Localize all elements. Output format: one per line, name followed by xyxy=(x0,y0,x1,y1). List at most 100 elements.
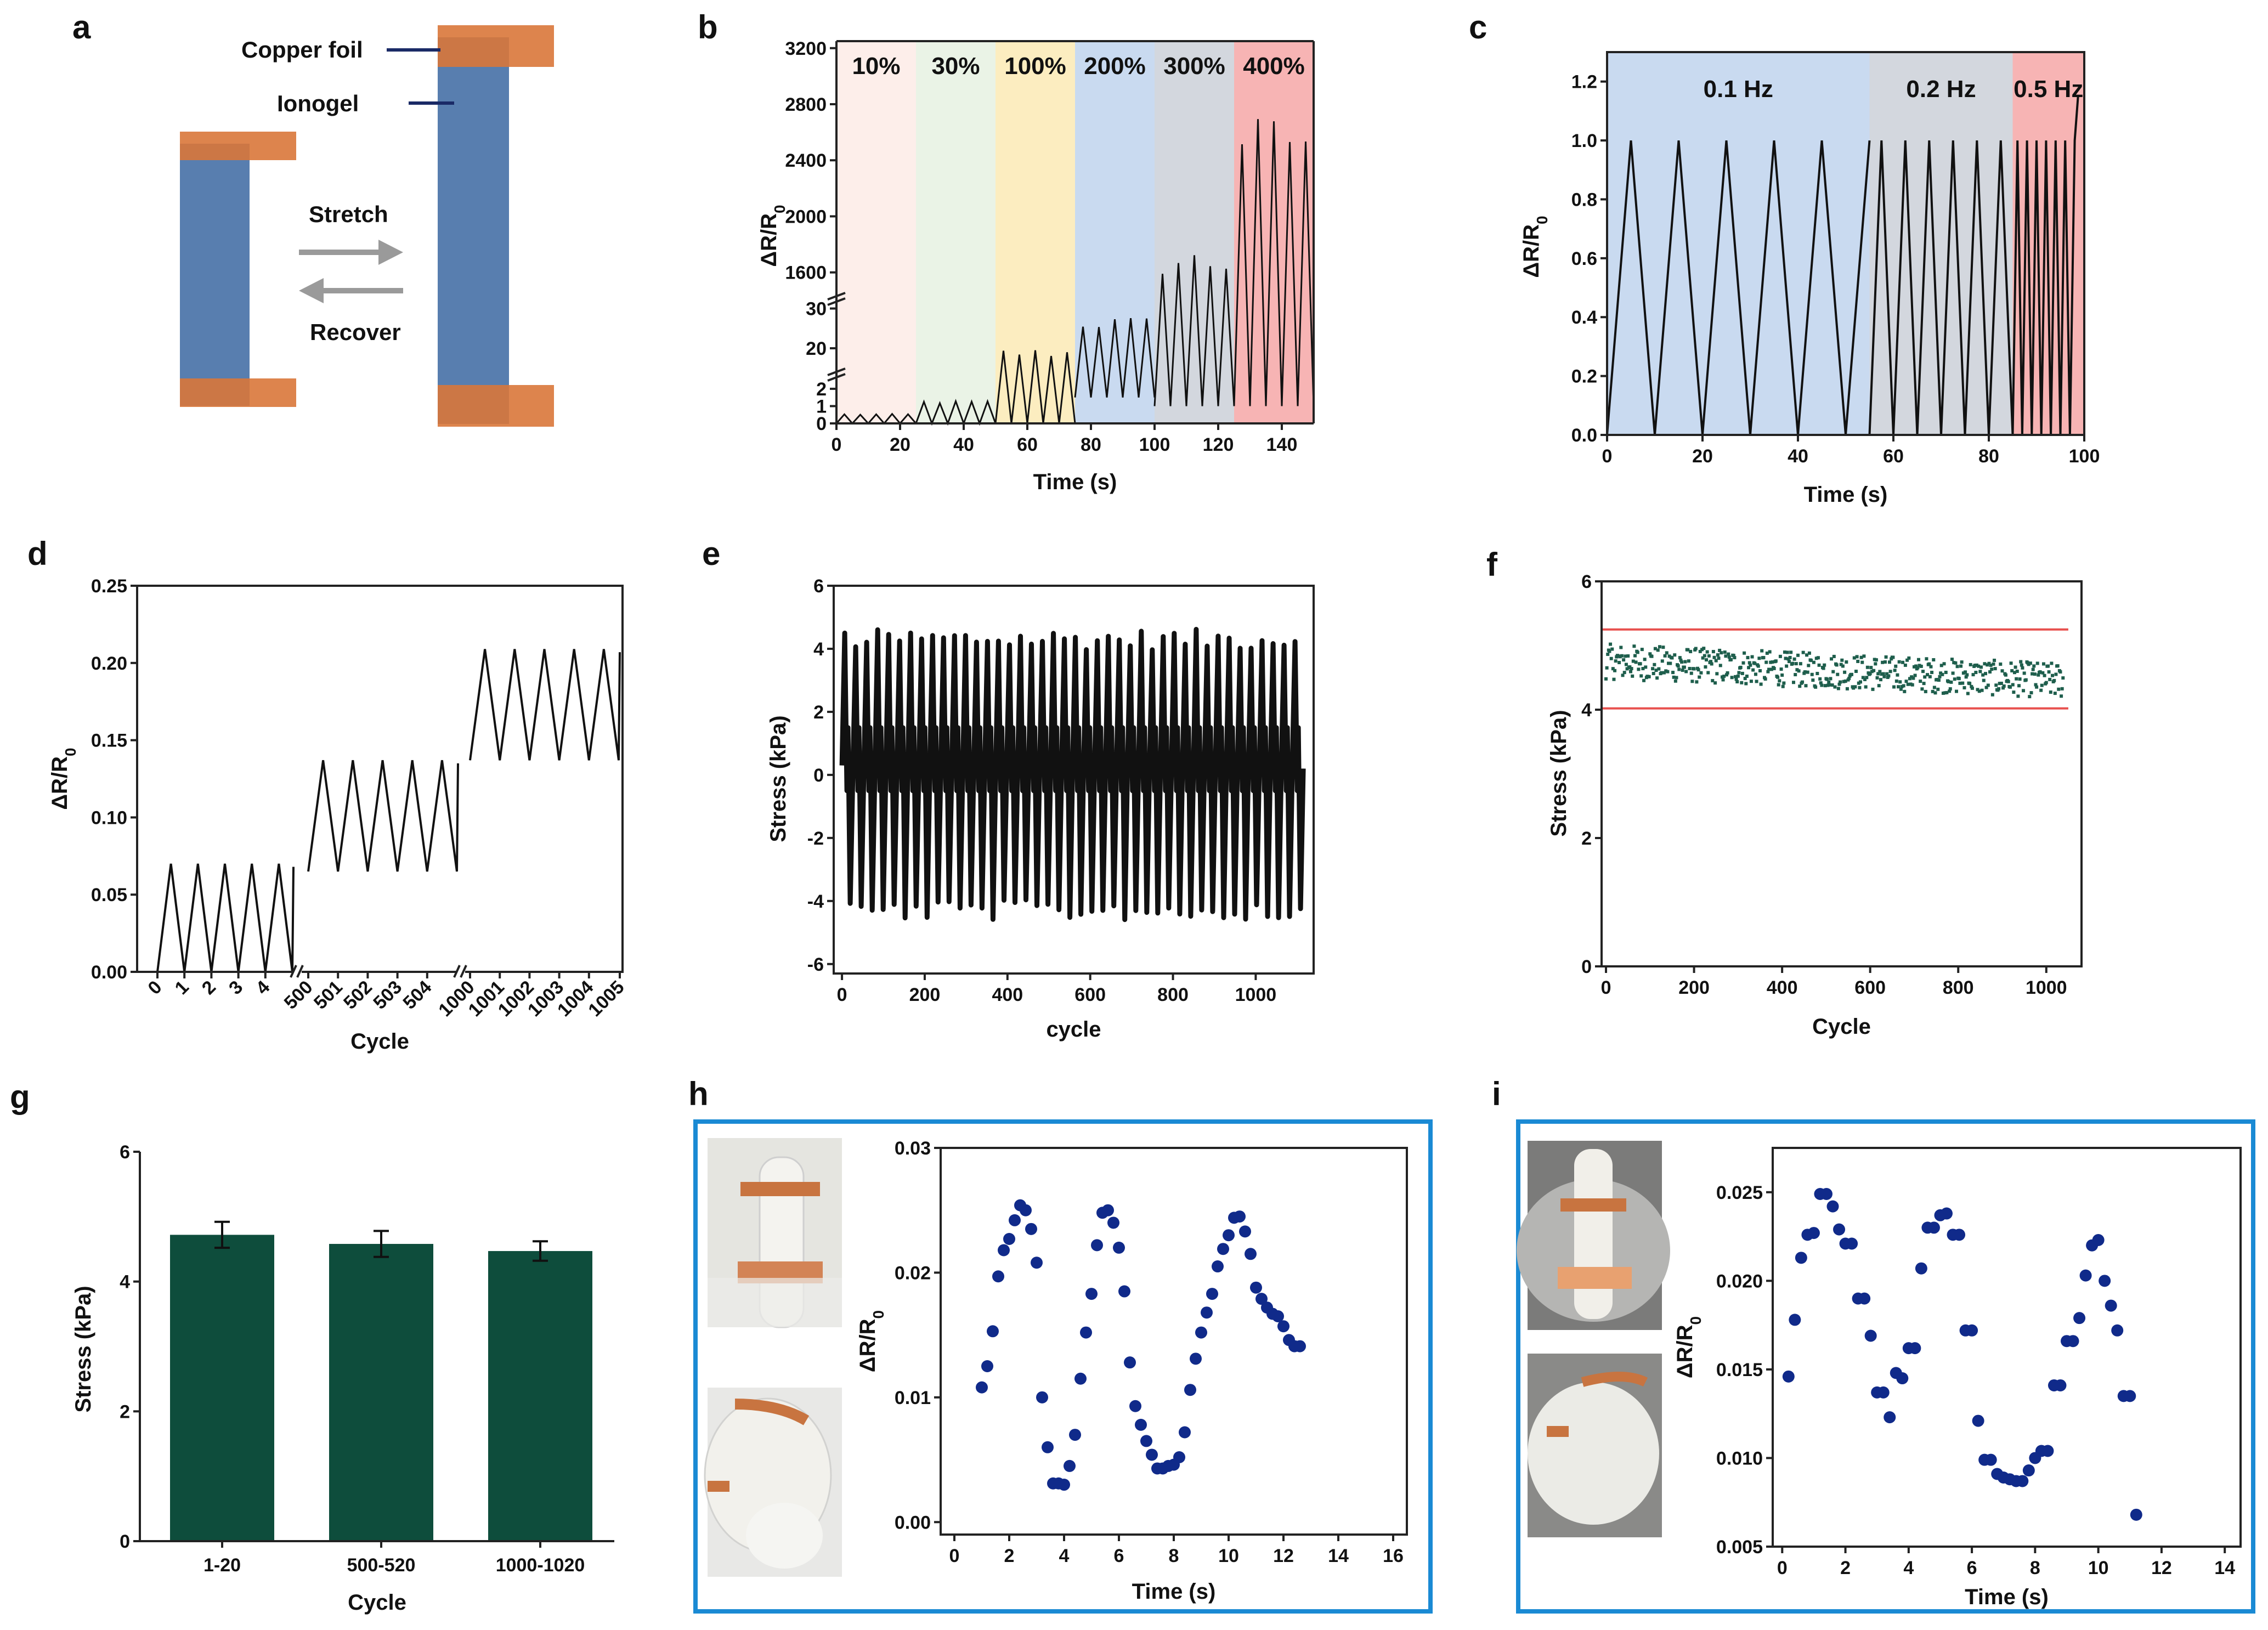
f-point-108 xyxy=(1699,671,1703,675)
f-point-191 xyxy=(1772,666,1776,670)
f-point-498 xyxy=(2043,673,2046,677)
i-point-51 xyxy=(2105,1299,2117,1312)
f-point-58 xyxy=(1655,676,1659,680)
f-point-310 xyxy=(1877,684,1881,688)
f-point-428 xyxy=(1981,673,1985,677)
f-point-369 xyxy=(1929,665,1933,669)
f-point-135 xyxy=(1723,650,1727,654)
d-xlabel: Cycle xyxy=(350,1029,409,1054)
f-point-34 xyxy=(1634,660,1638,664)
f-point-483 xyxy=(2029,691,2033,695)
band-b-1 xyxy=(916,41,996,423)
f-point-319 xyxy=(1885,672,1889,676)
f-point-297 xyxy=(1865,665,1869,669)
d-xtick-label-0: 0 xyxy=(144,977,166,999)
b-ytick-label-3: 20 xyxy=(806,338,827,359)
ionogel-relaxed xyxy=(180,144,250,406)
panel-label-c: c xyxy=(1469,9,1487,46)
g-ytick-label-1: 2 xyxy=(120,1401,130,1422)
f-point-467 xyxy=(2015,669,2019,673)
f-point-468 xyxy=(2016,694,2020,698)
f-point-64 xyxy=(1660,659,1664,663)
f-point-243 xyxy=(1818,677,1822,681)
f-point-408 xyxy=(1964,670,1967,674)
f-point-433 xyxy=(1986,663,1989,667)
d-ytick-label-4: 0.20 xyxy=(91,653,127,674)
c-ytick-label-4: 0.8 xyxy=(1571,189,1597,210)
f-point-83 xyxy=(1677,667,1681,671)
f-xtick-label-3: 600 xyxy=(1854,977,1886,998)
f-point-76 xyxy=(1671,671,1675,675)
f-point-367 xyxy=(1927,662,1931,666)
f-point-452 xyxy=(2002,684,2006,688)
f-point-109 xyxy=(1700,648,1704,652)
i-xtick-label-4: 8 xyxy=(2030,1558,2040,1578)
h-point-0 xyxy=(976,1381,988,1394)
band-label-b-1: 30% xyxy=(931,53,980,80)
series-b-1 xyxy=(915,399,997,426)
f-point-10 xyxy=(1613,669,1617,672)
stretch-arrow xyxy=(299,240,403,265)
c-ytick-label-3: 0.6 xyxy=(1571,248,1597,269)
f-xtick-label-2: 400 xyxy=(1767,977,1798,998)
finger-photo-bent-in-water xyxy=(1528,1354,1662,1537)
f-point-351 xyxy=(1913,673,1917,677)
panel-label-f: f xyxy=(1486,546,1498,583)
f-point-340 xyxy=(1903,663,1907,667)
h-point-47 xyxy=(1234,1210,1246,1223)
f-point-403 xyxy=(1959,664,1963,668)
f-point-274 xyxy=(1845,687,1849,691)
f-point-213 xyxy=(1792,681,1795,684)
f-point-216 xyxy=(1794,662,1798,666)
f-point-466 xyxy=(2015,677,2018,681)
f-point-328 xyxy=(1893,669,1897,672)
f-point-335 xyxy=(1899,687,1903,691)
f-point-107 xyxy=(1698,649,1702,653)
f-point-448 xyxy=(1999,662,2003,666)
f-point-80 xyxy=(1675,676,1678,680)
f-point-469 xyxy=(2017,684,2021,688)
f-point-482 xyxy=(2028,661,2032,665)
f-point-504 xyxy=(2048,677,2052,681)
f-point-44 xyxy=(1643,658,1647,661)
b-ytick-label-0: 0 xyxy=(816,414,827,434)
recover-label: Recover xyxy=(310,319,401,345)
f-point-260 xyxy=(1833,685,1837,689)
h-point-48 xyxy=(1239,1225,1251,1238)
f-point-198 xyxy=(1778,654,1782,658)
f-point-240 xyxy=(1815,671,1819,675)
f-point-292 xyxy=(1861,676,1865,680)
f-point-182 xyxy=(1764,660,1768,664)
f-point-519 xyxy=(2061,676,2065,680)
f-xtick-label-4: 800 xyxy=(1943,977,1974,998)
f-point-347 xyxy=(1910,675,1914,679)
f-point-157 xyxy=(1743,651,1746,655)
e-ytick-label-2: -2 xyxy=(807,828,824,849)
f-point-509 xyxy=(2052,678,2056,682)
f-point-217 xyxy=(1795,668,1799,672)
f-point-460 xyxy=(2009,661,2013,665)
f-point-450 xyxy=(2000,669,2004,673)
chart-h: 0 2 4 6 8 10 12 14 16 0.00 0.01 0.02 0.03 Time (s) ΔR/… xyxy=(856,1138,1408,1604)
f-point-258 xyxy=(1831,670,1835,673)
b-break-2a xyxy=(827,292,846,301)
b-ytick-label-5: 1600 xyxy=(785,263,827,284)
h-point-39 xyxy=(1190,1352,1202,1365)
f-point-197 xyxy=(1778,679,1781,683)
f-point-493 xyxy=(2038,670,2042,674)
f-point-410 xyxy=(1965,673,1969,677)
f-point-363 xyxy=(1924,689,1927,693)
b-xtick-label-6: 120 xyxy=(1203,434,1234,455)
f-point-477 xyxy=(2024,678,2028,682)
f-point-93 xyxy=(1686,648,1690,652)
f-point-416 xyxy=(1970,686,1974,690)
e-xtick-label-3: 600 xyxy=(1074,984,1106,1005)
h-point-55 xyxy=(1277,1320,1289,1333)
f-point-426 xyxy=(1979,665,1983,669)
f-point-41 xyxy=(1640,648,1644,652)
f-point-16 xyxy=(1618,655,1622,659)
f-xtick-label-5: 1000 xyxy=(2026,977,2067,998)
f-point-487 xyxy=(2033,672,2037,676)
h-xtick-label-0: 0 xyxy=(949,1546,960,1566)
f-point-255 xyxy=(1829,677,1833,681)
